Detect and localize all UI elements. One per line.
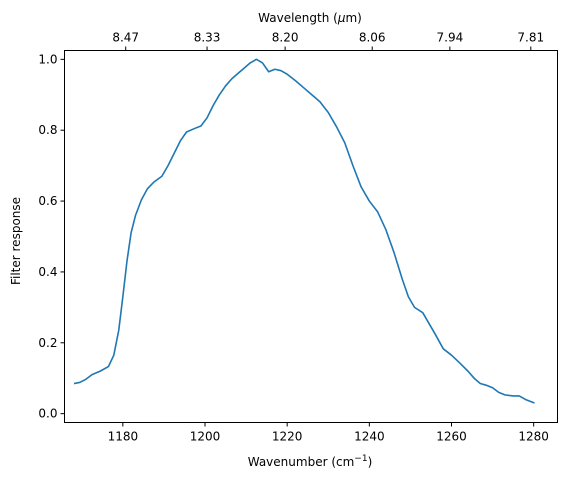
top-tick-label: 8.47 — [112, 31, 139, 45]
x-tick-label: 1220 — [272, 430, 303, 444]
plot-frame — [64, 50, 558, 423]
top-axis-label: Wavelength (μm) — [258, 11, 362, 25]
x-tick-label: 1260 — [436, 430, 467, 444]
y-axis-label: Filter response — [9, 197, 23, 285]
x-axis-label-superscript: −1 — [354, 454, 367, 464]
top-tick-label: 8.20 — [272, 31, 299, 45]
series-line-0 — [73, 58, 535, 404]
x-tick-label: 1200 — [190, 430, 221, 444]
top-axis-label-mu: μ — [337, 11, 346, 25]
x-tick-label: 1280 — [518, 430, 549, 444]
y-tick-label: 0.4 — [38, 265, 57, 279]
x-tick-label: 1180 — [108, 430, 139, 444]
x-axis-label: Wavenumber (cm−1) — [248, 454, 373, 469]
left-axis: 0.0 0.2 0.4 0.6 0.8 1.0 — [38, 52, 65, 421]
y-tick-label: 0.8 — [38, 123, 57, 137]
x-tick-label: 1240 — [354, 430, 385, 444]
y-tick-label: 0.2 — [38, 336, 57, 350]
top-tick-label: 7.94 — [437, 31, 464, 45]
top-tick-label: 8.06 — [359, 31, 386, 45]
y-tick-label: 1.0 — [38, 52, 57, 66]
y-tick-label: 0.6 — [38, 194, 57, 208]
y-tick-label: 0.0 — [38, 407, 57, 421]
bottom-axis: 1180 1200 1220 1240 1260 1280 — [108, 422, 549, 444]
top-tick-label: 8.33 — [194, 31, 221, 45]
plot-area — [73, 58, 535, 404]
top-tick-label: 7.81 — [517, 31, 544, 45]
top-axis: 8.47 8.33 8.20 8.06 7.94 7.81 — [112, 31, 544, 51]
